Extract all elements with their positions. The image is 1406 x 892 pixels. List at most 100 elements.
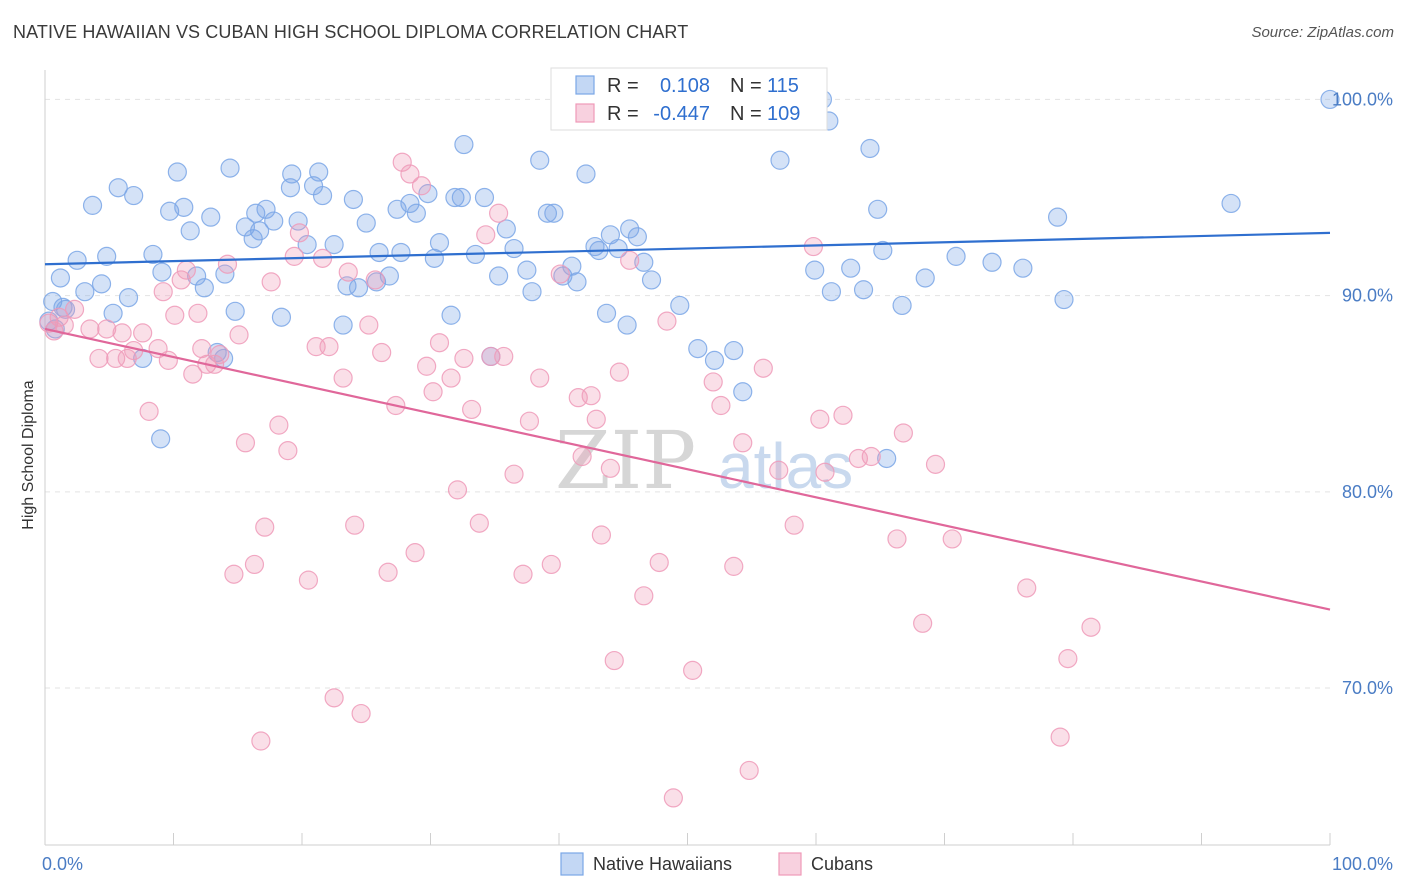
data-point [139,401,159,421]
data-point [688,339,708,359]
data-point [235,217,256,237]
data-point [217,254,238,274]
data-point [64,299,85,319]
series-legend-label-native-hawaiians: Native Hawaiians [593,854,732,874]
data-point [319,337,339,357]
data-point [600,458,621,478]
data-point [298,570,319,590]
data-point [225,301,245,321]
data-point [853,280,874,300]
data-point [841,258,861,278]
data-point [324,688,344,708]
data-point [683,660,703,680]
data-point [269,415,289,435]
data-point [586,409,606,429]
data-point [411,176,432,196]
data-point [833,405,853,425]
data-point [474,187,495,208]
data-point [703,372,723,392]
data-point [176,260,196,280]
data-point [462,399,482,420]
data-point [489,266,509,286]
data-point [417,356,437,376]
data-point [261,272,281,292]
data-point [418,184,438,204]
data-point [112,323,132,343]
data-point [187,266,207,286]
data-point [892,295,912,316]
data-point [441,368,461,388]
data-point [821,282,842,302]
data-point [567,272,587,292]
data-point [229,325,249,345]
data-point [604,650,624,671]
series-legend-swatch-cubans [778,852,802,876]
data-point [406,203,426,223]
data-point [365,270,385,290]
y-axis-title: High School Diploma [20,380,37,530]
legend-r-value-1: -0.447 [653,103,710,125]
data-point [1013,258,1033,278]
data-point [289,223,310,243]
data-point [255,517,275,537]
data-point [649,552,669,573]
data-point [351,703,371,724]
data-point [194,278,214,298]
data-point [235,433,256,453]
data-point [378,562,398,582]
data-point [249,221,270,241]
x-axis-ticks [173,833,1331,845]
data-point [108,178,128,198]
data-point [704,350,725,370]
data-point [711,395,731,416]
data-point [391,242,411,263]
data-point [312,185,333,206]
data-point [89,348,109,369]
data-point [106,348,126,369]
data-point [256,199,276,219]
series-legend-swatch-native-hawaiians [560,852,584,876]
legend-n-value-0: 115 [767,75,799,97]
stats-legend: R = 0.108 N = 115 R = -0.447 N = 109 [550,67,828,131]
data-point [489,203,509,223]
data-point [861,446,881,467]
y-tick-label: 90.0% [1342,286,1393,306]
data-point [596,303,617,323]
legend-swatch-cubans [575,103,595,123]
data-point [572,446,592,467]
data-point [171,270,191,290]
data-point [338,262,358,282]
data-point [243,229,263,249]
data-point [530,150,550,170]
data-point [372,342,392,363]
data-point [224,564,244,584]
watermark-zip: ZIP [555,414,696,507]
data-point [469,513,489,533]
data-point [1221,193,1241,214]
data-point [264,211,284,231]
data-point [1050,727,1070,747]
data-point [620,219,640,239]
data-point [873,240,893,261]
data-point [942,529,962,549]
data-point [733,433,753,453]
data-point [405,543,425,563]
data-point [769,460,789,480]
data-point [447,480,468,500]
data-point [97,246,117,266]
y-tick-label: 70.0% [1342,678,1393,698]
data-point [278,441,298,461]
data-point [210,344,230,365]
data-point [1320,89,1340,110]
legend-r-value-0: 0.108 [660,75,710,97]
trend-line-native-hawaiians [44,231,1331,266]
data-point [634,252,654,272]
x-tick-label-min: 0.0% [42,854,83,874]
data-point [925,454,946,474]
data-point [297,235,317,255]
data-point [143,244,163,265]
data-point [522,282,542,302]
series-cubans [39,152,1101,808]
series-legend-label-cubans: Cubans [811,854,873,874]
data-point [519,411,540,431]
